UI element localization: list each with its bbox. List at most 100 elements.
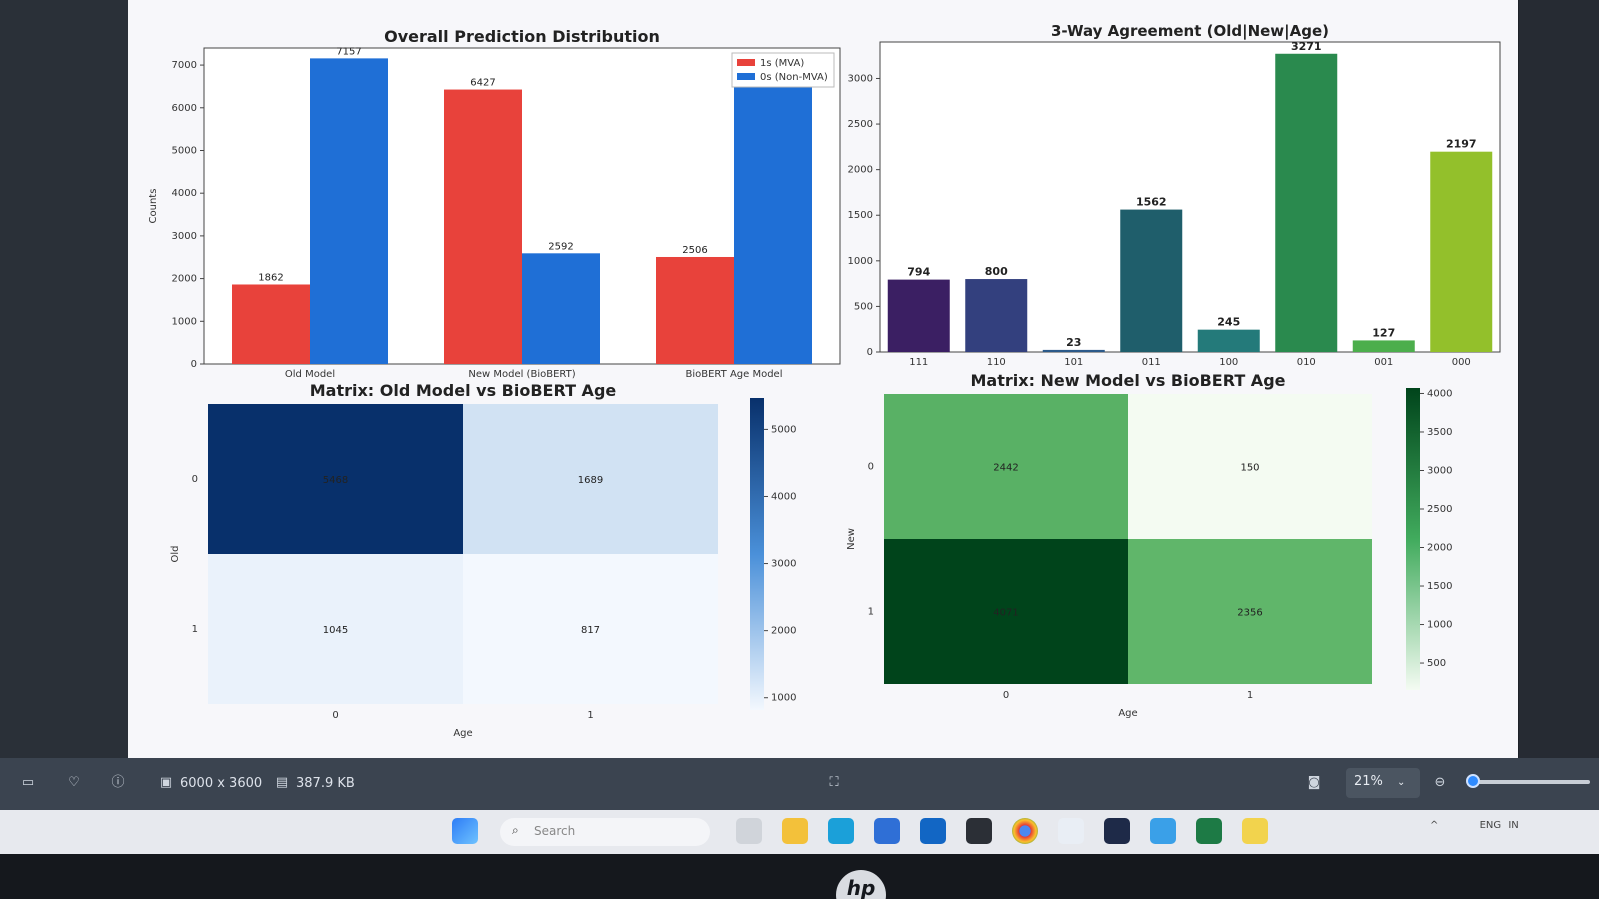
legend-box (731, 52, 835, 88)
colorbar-tick-label: 1500 (1427, 581, 1452, 592)
cell-value-label: 2442 (993, 463, 1018, 474)
colorbar-tick-label: 2000 (1427, 543, 1452, 554)
excel-icon[interactable] (1196, 818, 1222, 844)
legend-label: 0s (Non-MVA) (760, 72, 828, 83)
x-tick-label: 000 (1452, 357, 1471, 368)
photos-icon[interactable] (1150, 818, 1176, 844)
bar-value-label: 2506 (682, 245, 707, 256)
x-tick-label: 0 (1003, 690, 1009, 701)
y-tick-label: 0 (191, 359, 197, 370)
cell-value-label: 817 (581, 625, 600, 636)
heatmap-cell (463, 404, 718, 554)
terminal-icon[interactable] (966, 818, 992, 844)
info-icon: ⓘ (111, 775, 125, 790)
chart-title: Overall Prediction Distribution (384, 27, 660, 46)
x-tick-label: Old Model (285, 369, 335, 380)
heatmap-cell (1128, 394, 1372, 539)
colorbar (1406, 388, 1420, 690)
zoom-slider-handle[interactable] (1466, 774, 1480, 788)
file-size: ▤ 387.9 KB (274, 775, 355, 791)
zoom-out-icon: ⊖ (1434, 775, 1446, 790)
cell-value-label: 5468 (323, 475, 348, 486)
dimensions-text: 6000 x 3600 (180, 775, 263, 791)
zoom-out-button[interactable]: ⊖ (1432, 775, 1448, 791)
heatmap-cell (463, 554, 718, 704)
heart-icon: ♡ (68, 775, 80, 790)
x-tick-label: 001 (1374, 357, 1393, 368)
x-tick-label: 1 (587, 710, 593, 721)
colorbar-tick-label: 4000 (771, 491, 796, 502)
bar-value-label: 794 (907, 266, 930, 279)
fit-screen-button[interactable]: ⛶ (826, 775, 842, 791)
cell-value-label: 150 (1240, 463, 1259, 474)
x-tick-label: 0 (332, 710, 338, 721)
sidebar-toggle[interactable]: ▭ (20, 775, 36, 791)
y-tick-label: 500 (854, 301, 873, 312)
zoom-dropdown[interactable]: 21% ⌄ (1346, 768, 1420, 798)
app-a-icon[interactable] (1104, 818, 1130, 844)
y-tick-label: 6000 (172, 103, 197, 114)
chevron-up-icon: ^ (1430, 820, 1439, 831)
x-tick-label: 100 (1219, 357, 1238, 368)
y-tick-label: 1000 (172, 316, 197, 327)
notes-icon[interactable] (1242, 818, 1268, 844)
cell-value-label: 1045 (323, 625, 348, 636)
file-size-text: 387.9 KB (296, 775, 355, 791)
bar (1120, 209, 1183, 352)
file-explorer-icon[interactable] (782, 818, 808, 844)
search-icon: ⌕ (512, 823, 519, 837)
colorbar-tick-label: 2500 (1427, 504, 1452, 515)
chart-prediction-distribution: Overall Prediction Distribution 0 1000 2000… (148, 27, 841, 380)
bar-value-label: 23 (1066, 336, 1081, 349)
x-tick-label: 110 (987, 357, 1006, 368)
image-viewer-canvas: Overall Prediction Distribution 0 1000 2000… (128, 0, 1518, 760)
x-tick-label: 011 (1142, 357, 1161, 368)
bar-1 (310, 58, 388, 364)
windows-taskbar: ⌕ Search ^ ENG IN (0, 810, 1599, 854)
y-tick-label: 2000 (172, 274, 197, 285)
snipping-tool-icon[interactable] (1058, 818, 1084, 844)
y-tick-label: 3000 (172, 231, 197, 242)
x-tick-label: 010 (1297, 357, 1316, 368)
y-axis-label: Old (170, 546, 181, 563)
y-tick-label: 2000 (848, 165, 873, 176)
heatmap-cell (208, 404, 463, 554)
heatmap-cell (1128, 539, 1372, 684)
colorbar-tick-label: 4000 (1427, 388, 1452, 399)
outlook-icon[interactable] (920, 818, 946, 844)
system-tray[interactable]: ^ ENG IN (1430, 820, 1519, 831)
y-tick-label: 2500 (848, 119, 873, 130)
tray-region: IN (1508, 820, 1519, 831)
bar (965, 279, 1028, 352)
edge-icon[interactable] (828, 818, 854, 844)
task-view-icon[interactable] (736, 818, 762, 844)
colorbar-tick-label: 500 (1427, 658, 1446, 669)
heatmap-old-vs-age: Matrix: Old Model vs BioBERT Age 5468 1689… (170, 381, 796, 739)
windows-start-icon[interactable] (452, 818, 478, 844)
x-tick-label: BioBERT Age Model (686, 369, 783, 380)
x-tick-label: 111 (909, 357, 928, 368)
screenshot-button[interactable]: ◙ (1306, 775, 1322, 791)
legend-swatch (737, 73, 755, 80)
chrome-icon[interactable] (1012, 818, 1038, 844)
zoom-slider[interactable] (1470, 780, 1590, 784)
colorbar-tick-label: 3000 (1427, 465, 1452, 476)
colorbar-tick-label: 1000 (771, 693, 796, 704)
cell-value-label: 1689 (578, 475, 603, 486)
store-icon[interactable] (874, 818, 900, 844)
bar-1 (522, 253, 600, 364)
legend-label: 1s (MVA) (760, 58, 804, 69)
heatmap-cell (208, 554, 463, 704)
heatmap-cell (884, 394, 1128, 539)
bar (1430, 151, 1493, 352)
colorbar-tick-label: 3000 (771, 559, 796, 570)
taskbar-search[interactable]: ⌕ Search (500, 818, 710, 846)
favorite-button[interactable]: ♡ (66, 775, 82, 791)
info-button[interactable]: ⓘ (110, 775, 126, 791)
y-tick-label: 3000 (848, 73, 873, 84)
bar-1 (734, 85, 812, 365)
monitor-bezel-right (1519, 0, 1599, 790)
bar (1352, 340, 1415, 352)
legend-swatch (737, 59, 755, 66)
heatmap-new-vs-age: Matrix: New Model vs BioBERT Age 2442 150 4… (846, 371, 1452, 719)
